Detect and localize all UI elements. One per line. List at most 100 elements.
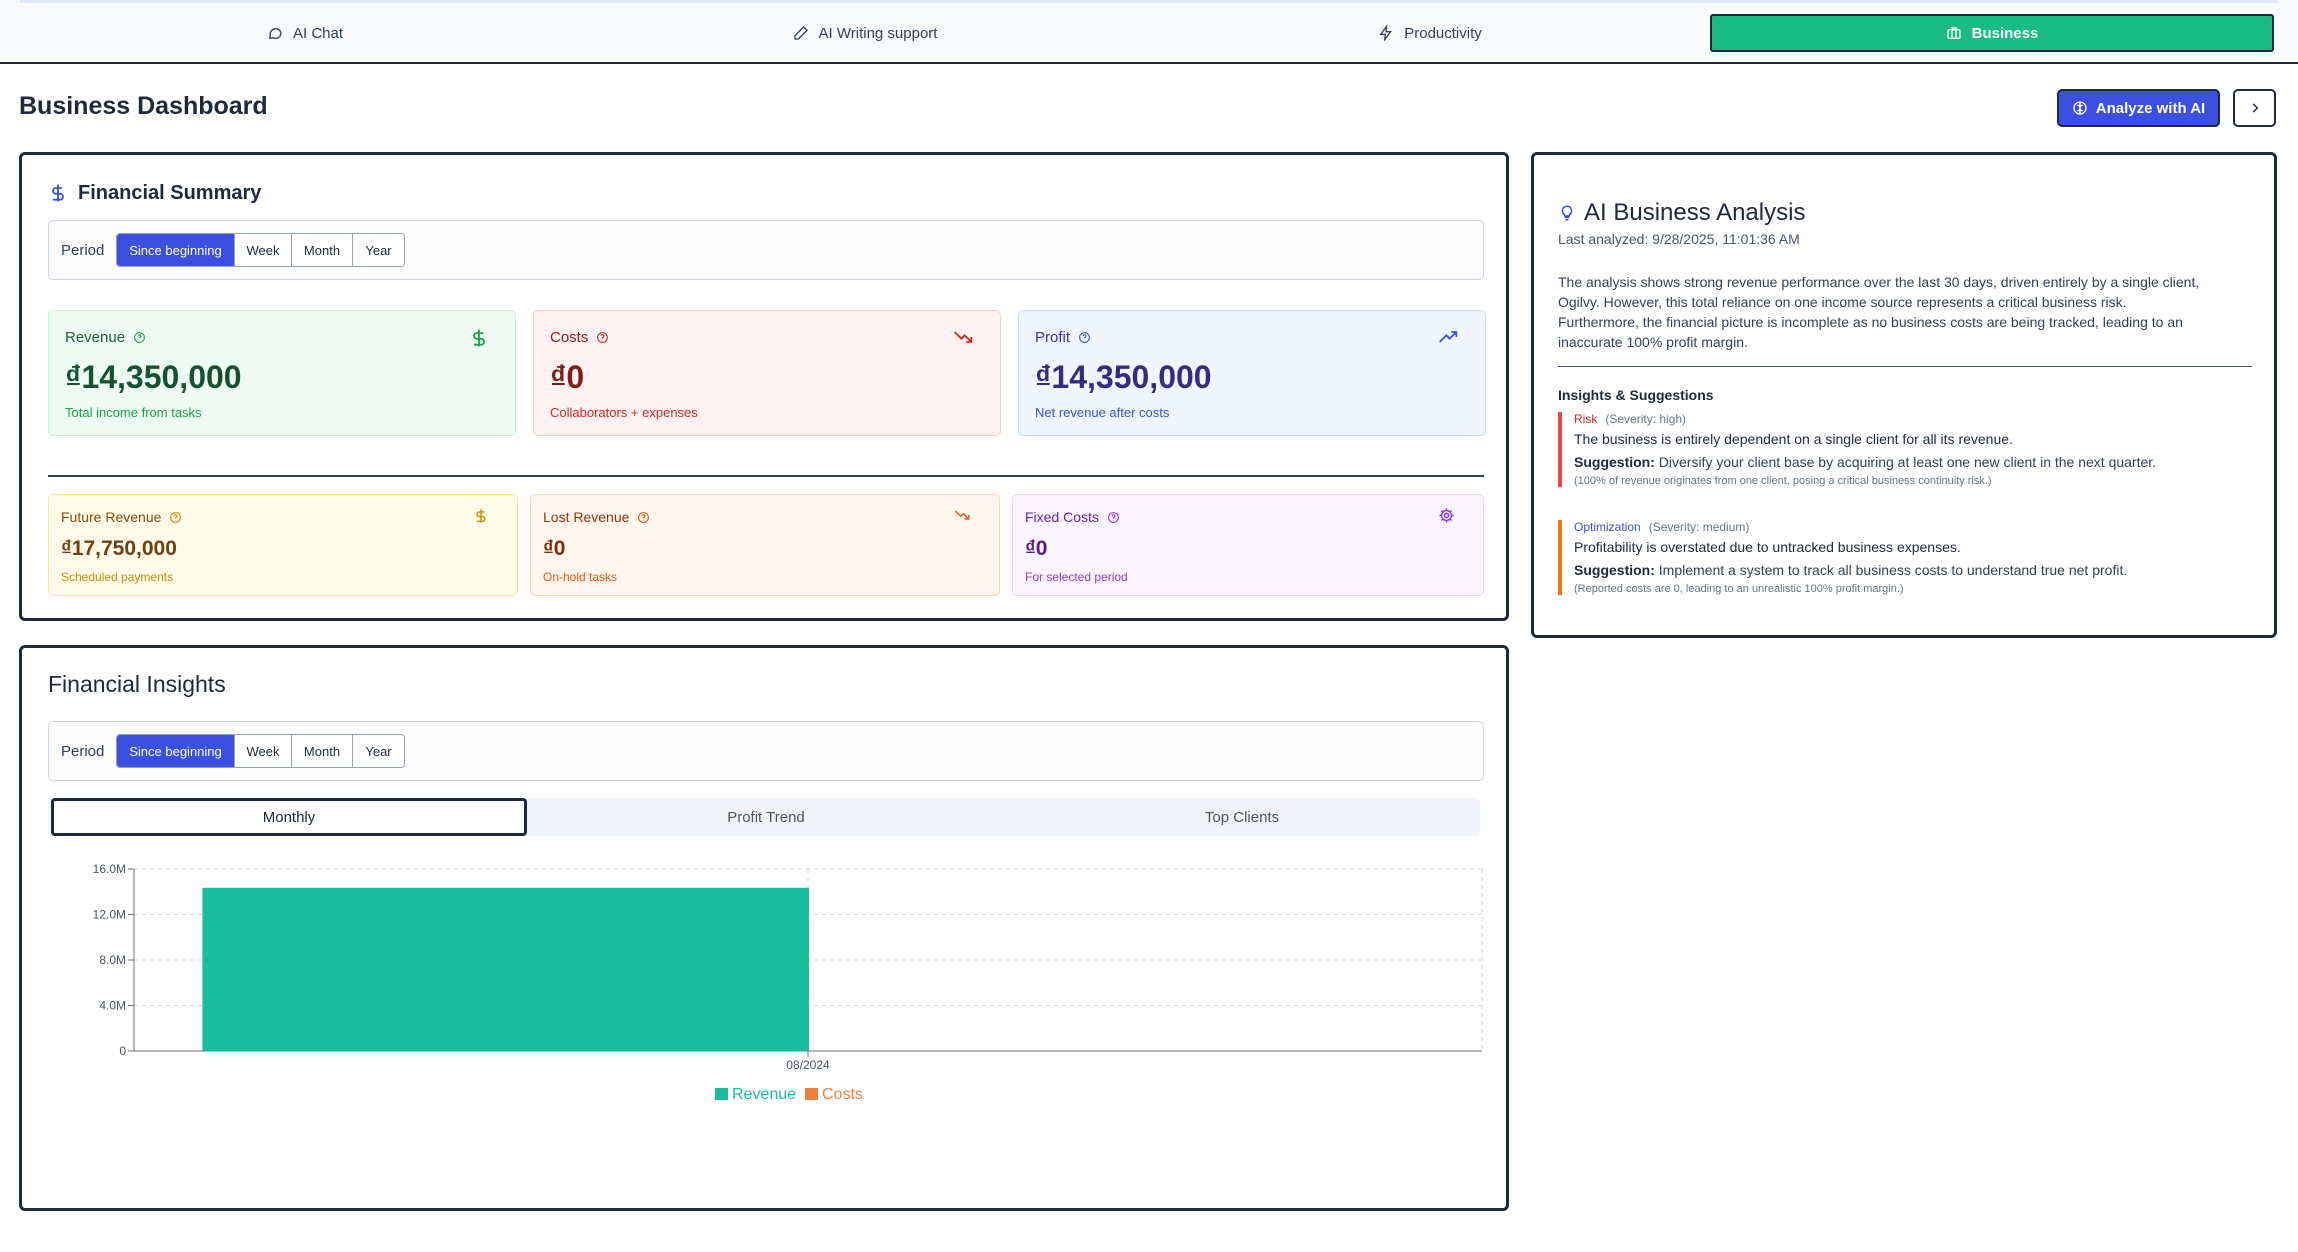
tab-productivity[interactable]: Productivity	[1150, 14, 1710, 52]
period-label: Period	[61, 743, 105, 760]
costs-value: ₫0	[550, 359, 585, 395]
trending-down-icon	[954, 331, 973, 343]
top-navigation: AI Chat AI Writing support Productivity …	[0, 0, 2298, 64]
period-since-beginning[interactable]: Since beginning	[117, 234, 235, 266]
fixed-costs-label: Fixed Costs	[1025, 509, 1120, 525]
y-tick-label: 4.0M	[99, 999, 126, 1013]
legend-label-revenue: Revenue	[732, 1086, 796, 1103]
insight-type: Risk	[1574, 412, 1598, 426]
chart-tabs: Monthly Profit Trend Top Clients	[48, 798, 1480, 836]
summary-line: The analysis shows strong revenue perfor…	[1558, 274, 2200, 290]
ai-business-analysis-card: AI Business Analysis Last analyzed: 9/28…	[1531, 152, 2277, 638]
trending-down-icon	[954, 510, 970, 520]
help-circle-icon[interactable]	[596, 331, 609, 344]
monthly-revenue-chart: 0 4.0M 8.0M 12.0M 16.0M 08/2024 Revenue Costs	[93, 862, 1483, 1103]
legend-label-costs: Costs	[822, 1086, 863, 1103]
profit-value: ₫14,350,000	[1035, 359, 1212, 395]
lightning-icon	[1379, 25, 1393, 41]
chart-tab-monthly[interactable]: Monthly	[51, 798, 527, 836]
y-tick-label: 8.0M	[99, 953, 126, 967]
lightbulb-icon	[1561, 205, 1573, 221]
dollar-icon	[476, 509, 486, 523]
chart-tab-profit-trend[interactable]: Profit Trend	[727, 808, 805, 826]
revenue-subtitle: Total income from tasks	[65, 405, 202, 420]
insight-suggestion: Suggestion: Diversify your client base b…	[1574, 454, 2157, 470]
insight-severity: (Severity: medium)	[1648, 520, 1750, 534]
summary-divider	[48, 475, 1484, 477]
dollar-icon	[473, 329, 485, 347]
bar-revenue	[202, 887, 809, 1051]
y-tick-label: 12.0M	[93, 908, 126, 922]
fixed-costs-stat-card: Fixed Costs ₫0 For selected period	[1012, 494, 1484, 596]
tab-business[interactable]: Business	[1710, 14, 2274, 52]
help-circle-icon[interactable]	[637, 511, 650, 524]
period-year[interactable]: Year	[353, 234, 404, 266]
costs-stat-card: Costs ₫0 Collaborators + expenses	[533, 310, 1001, 436]
tab-label: AI Chat	[292, 24, 344, 42]
brain-icon	[2073, 101, 2087, 115]
insight-suggestion: Suggestion: Implement a system to track …	[1574, 562, 2128, 578]
tab-label: Business	[1971, 24, 2039, 42]
ai-analysis-title: AI Business Analysis	[1558, 199, 1805, 227]
insight-severity: (Severity: high)	[1605, 412, 1687, 426]
period-since-beginning[interactable]: Since beginning	[117, 735, 235, 767]
period-month[interactable]: Month	[292, 234, 353, 266]
insight-type: Optimization	[1574, 520, 1641, 534]
future-revenue-stat-card: Future Revenue ₫17,750,000 Scheduled pay…	[48, 494, 518, 596]
trending-up-icon	[1439, 331, 1458, 343]
insight-note: (Reported costs are 0, leading to an unr…	[1574, 583, 1904, 595]
future-revenue-value: ₫17,750,000	[61, 537, 177, 560]
tab-ai-writing-support[interactable]: AI Writing support	[600, 14, 1130, 52]
summary-line: inaccurate 100% profit margin.	[1558, 334, 1748, 350]
insight-header: Optimization (Severity: medium)	[1574, 520, 2127, 534]
costs-label: Costs	[550, 329, 609, 346]
pencil-icon	[793, 26, 808, 40]
analyze-label: Analyze with AI	[2095, 99, 2206, 117]
tab-label: Productivity	[1404, 24, 1482, 42]
tab-ai-chat[interactable]: AI Chat	[20, 14, 590, 52]
revenue-value: ₫14,350,000	[65, 359, 242, 395]
help-circle-icon[interactable]	[1107, 511, 1120, 524]
chart-tab-top-clients[interactable]: Top Clients	[1204, 808, 1280, 826]
insight-text: Profitability is overstated due to untra…	[1574, 539, 1961, 555]
dollar-icon	[52, 184, 64, 202]
period-segmented-control: Since beginning Week Month Year	[116, 233, 405, 267]
lost-revenue-subtitle: On-hold tasks	[543, 570, 618, 584]
revenue-label: Revenue	[65, 329, 146, 346]
x-tick-label: 08/2024	[786, 1058, 830, 1072]
lost-revenue-value: ₫0	[543, 537, 566, 560]
last-analyzed-timestamp: Last analyzed: 9/28/2025, 11:01:36 AM	[1558, 231, 1800, 247]
period-week[interactable]: Week	[235, 234, 292, 266]
legend-swatch-revenue	[715, 1088, 728, 1100]
help-circle-icon[interactable]	[1078, 331, 1091, 344]
future-revenue-subtitle: Scheduled payments	[61, 570, 174, 584]
profit-label: Profit	[1035, 329, 1091, 346]
help-circle-icon[interactable]	[133, 331, 146, 344]
page-title: Business Dashboard	[19, 92, 268, 120]
period-year[interactable]: Year	[353, 735, 404, 767]
period-month[interactable]: Month	[292, 735, 353, 767]
insight-header: Risk (Severity: high)	[1574, 412, 2156, 426]
lost-revenue-stat-card: Lost Revenue ₫0 On-hold tasks	[530, 494, 1000, 596]
tab-label: AI Writing support	[818, 24, 938, 42]
briefcase-icon	[1946, 27, 1961, 39]
period-label: Period	[61, 242, 105, 259]
insights-title: Insights & Suggestions	[1558, 387, 1714, 403]
chat-bubble-icon	[268, 28, 282, 40]
help-circle-icon[interactable]	[169, 511, 182, 524]
lost-revenue-label: Lost Revenue	[543, 509, 650, 525]
financial-insights-title: Financial Insights	[48, 671, 226, 697]
insight-optimization: Optimization (Severity: medium) Profitabi…	[1558, 520, 2127, 595]
financial-summary-title: Financial Summary	[48, 181, 261, 205]
insight-text: The business is entirely dependent on a …	[1574, 431, 2013, 447]
fixed-costs-value: ₫0	[1025, 537, 1048, 560]
summary-line: Ogilvy. However, this total reliance on …	[1558, 294, 2127, 310]
chevron-right-icon	[2252, 103, 2258, 113]
period-week[interactable]: Week	[235, 735, 292, 767]
fixed-costs-subtitle: For selected period	[1025, 570, 1128, 584]
analyze-with-ai-button[interactable]: Analyze with AI	[2057, 89, 2220, 127]
profit-stat-card: Profit ₫14,350,000 Net revenue after cos…	[1018, 310, 1486, 436]
y-tick-label: 0	[119, 1044, 126, 1058]
expand-panel-button[interactable]	[2233, 89, 2276, 127]
profit-subtitle: Net revenue after costs	[1035, 405, 1170, 420]
